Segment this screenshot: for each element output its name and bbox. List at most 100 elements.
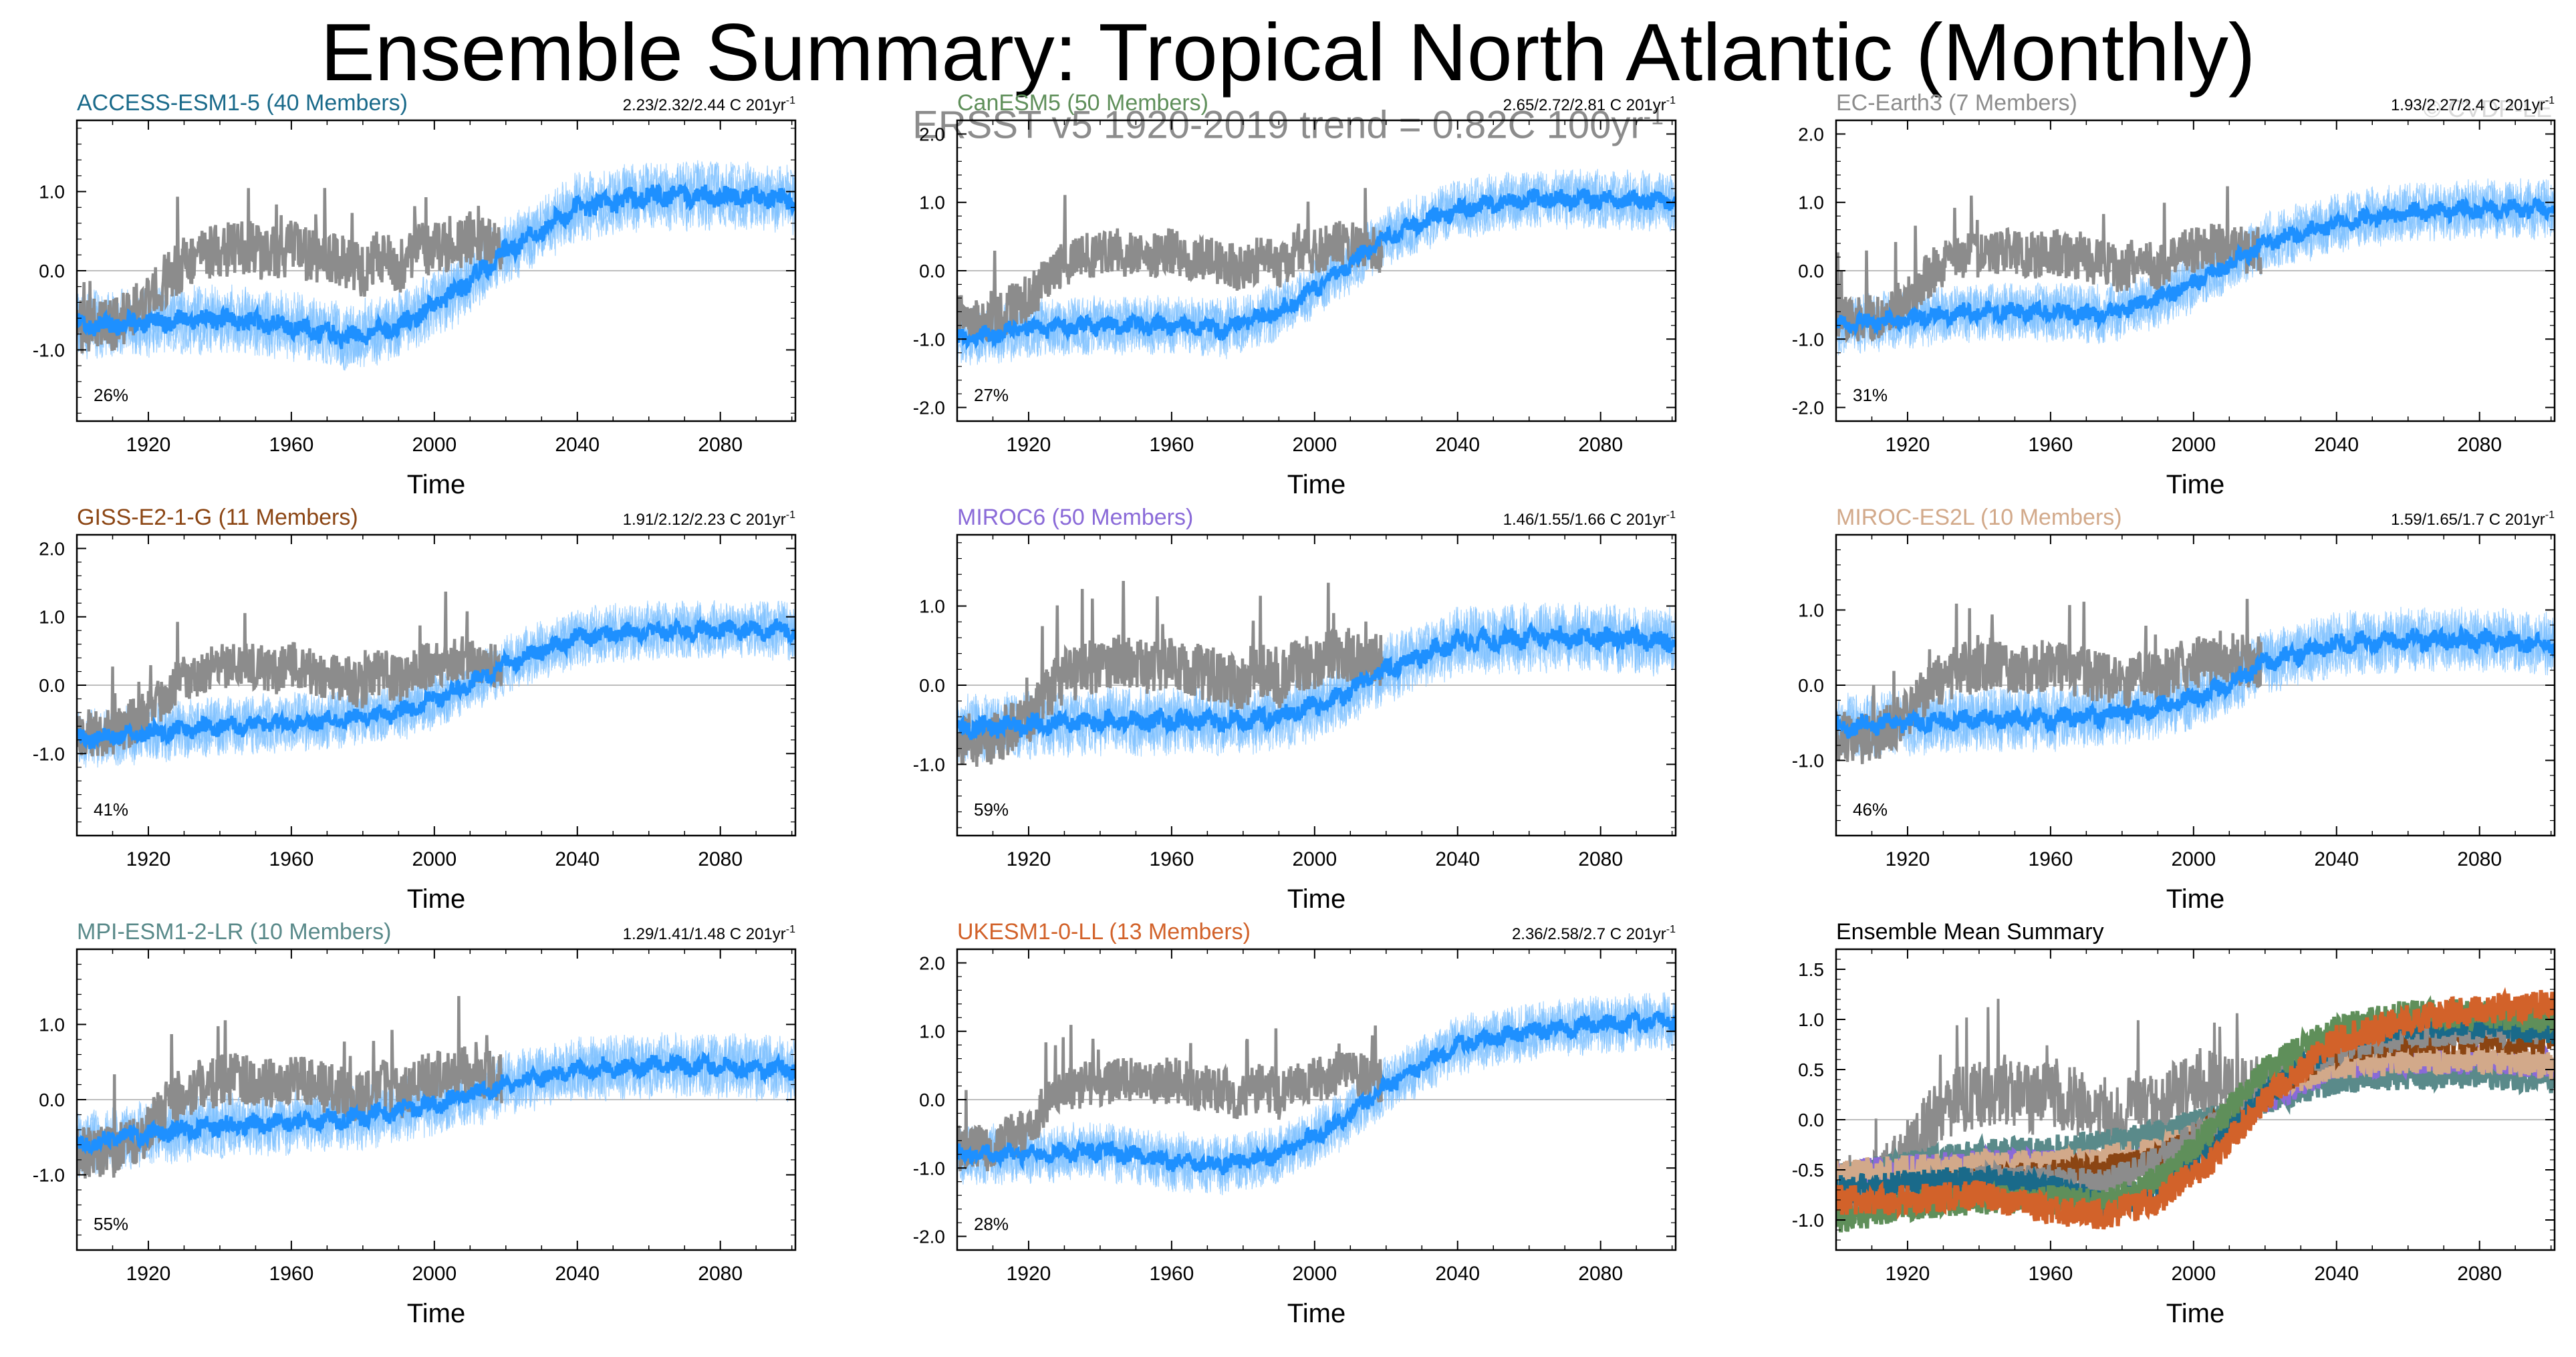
y-tick-label: 2.0 [919, 124, 945, 144]
x-tick-label: 2080 [2457, 434, 2502, 456]
y-tick-label: -2.0 [913, 1227, 945, 1247]
panel-title: Ensemble Mean Summary [1836, 919, 2104, 945]
plot-area [1836, 178, 2555, 356]
x-axis-label: Time [407, 470, 465, 499]
x-axis-label: Time [1287, 884, 1345, 914]
percent-label: 26% [94, 385, 128, 405]
y-tick-label: 0.0 [919, 675, 945, 696]
x-tick-label: 1960 [269, 848, 314, 870]
x-axis-label: Time [1287, 1299, 1345, 1328]
panel-access-esm1-5: ACCESS-ESM1-5 (40 Members) 2.23/2.32/2.44… [33, 90, 797, 499]
observation-line [77, 188, 503, 354]
y-tick-label: -1.0 [1792, 751, 1824, 771]
x-tick-label: 1920 [126, 434, 171, 456]
y-tick-label: 1.0 [39, 182, 65, 203]
credit-watermark: © CVDP-LE [2423, 95, 2552, 122]
x-tick-label: 2000 [1292, 1263, 1337, 1285]
trend-label: 2.65/2.72/2.81 C 201yr-1 [1503, 95, 1676, 114]
ensemble-member-line [957, 602, 1676, 765]
x-tick-label: 2040 [555, 848, 600, 870]
y-tick-label: 1.0 [919, 1021, 945, 1042]
x-tick-label: 2040 [1435, 434, 1480, 456]
y-tick-label: -1.0 [33, 340, 65, 360]
plot-area [957, 580, 1676, 767]
x-tick-label: 1960 [2029, 848, 2073, 870]
x-tick-label: 2000 [2171, 1263, 2216, 1285]
x-tick-label: 1920 [1007, 848, 1051, 870]
x-tick-label: 1920 [1886, 1263, 1930, 1285]
plot-area [957, 992, 1676, 1195]
x-tick-label: 2080 [2457, 1263, 2502, 1285]
y-tick-label: 0.0 [39, 675, 65, 696]
x-tick-label: 1920 [1007, 1263, 1051, 1285]
panel-giss-e2-1-g: GISS-E2-1-G (11 Members) 1.91/2.12/2.23 C… [33, 505, 797, 914]
panel-title: MPI-ESM1-2-LR (10 Members) [77, 919, 391, 945]
trend-label: 1.46/1.55/1.66 C 201yr-1 [1503, 509, 1676, 529]
observation-line [77, 591, 503, 757]
x-axis-label: Time [2166, 884, 2224, 914]
x-tick-label: 1920 [126, 848, 171, 870]
x-tick-label: 2000 [2171, 848, 2216, 870]
y-tick-label: 1.0 [1798, 600, 1824, 621]
x-axis-label: Time [407, 884, 465, 914]
percent-label: 27% [974, 385, 1009, 405]
observation-line [957, 188, 1384, 343]
x-tick-label: 2000 [2171, 434, 2216, 456]
panel-title: ACCESS-ESM1-5 (40 Members) [77, 90, 408, 116]
panel-miroc6: MIROC6 (50 Members) 1.46/1.55/1.66 C 201y… [913, 505, 1677, 914]
x-tick-label: 2080 [698, 848, 743, 870]
percent-label: 46% [1853, 799, 1888, 820]
ensemble-mean-line [957, 621, 1676, 741]
observation-line [957, 580, 1384, 767]
panel-title: UKESM1-0-LL (13 Members) [957, 919, 1251, 945]
panel-title: MIROC-ES2L (10 Members) [1836, 505, 2122, 530]
y-tick-label: 2.0 [919, 953, 945, 973]
x-tick-label: 2040 [2314, 1263, 2359, 1285]
percent-label: 55% [94, 1214, 128, 1234]
y-tick-label: 1.0 [1798, 193, 1824, 213]
y-tick-label: 1.0 [919, 193, 945, 213]
x-tick-label: 2040 [555, 434, 600, 456]
x-tick-label: 2000 [1292, 848, 1337, 870]
ensemble-member-line [957, 604, 1676, 763]
x-tick-label: 1920 [1886, 434, 1930, 456]
y-tick-label: -1.0 [33, 1165, 65, 1186]
observation-line [1836, 598, 2263, 765]
ensemble-mean-line [77, 181, 795, 350]
panel-canesm5: CanESM5 (50 Members) 2.65/2.72/2.81 C 201… [913, 90, 1677, 499]
plot-area [1836, 987, 2555, 1233]
ensemble-mean-line [1836, 195, 2555, 338]
x-tick-label: 1920 [1886, 848, 1930, 870]
ensemble-mean-line [77, 1051, 795, 1156]
y-tick-label: 0.0 [1798, 1110, 1824, 1130]
y-tick-label: -0.5 [1792, 1160, 1824, 1181]
subtitle-text: ERSST v5 1920-2019 trend = 0.82C 100yr [912, 103, 1644, 147]
panel-title: CanESM5 (50 Members) [957, 90, 1208, 116]
x-tick-label: 1960 [1150, 848, 1194, 870]
x-tick-label: 2080 [1578, 434, 1623, 456]
figure-title: Ensemble Summary: Tropical North Atlanti… [320, 7, 2256, 98]
y-tick-label: 0.0 [1798, 675, 1824, 696]
panel-ec-earth3: EC-Earth3 (7 Members) 1.93/2.27/2.4 C 201… [1792, 90, 2556, 499]
percent-label: 31% [1853, 385, 1888, 405]
x-tick-label: 1960 [2029, 434, 2073, 456]
panel-title: MIROC6 (50 Members) [957, 505, 1193, 530]
panel-title: GISS-E2-1-G (11 Members) [77, 505, 358, 530]
x-tick-label: 1960 [2029, 1263, 2073, 1285]
ensemble-mean-line [1836, 622, 2555, 739]
y-tick-label: 0.5 [1798, 1060, 1824, 1080]
trend-label: 1.59/1.65/1.7 C 201yr-1 [2391, 509, 2555, 529]
x-tick-label: 2040 [1435, 848, 1480, 870]
y-tick-label: -1.0 [33, 743, 65, 764]
y-tick-label: -2.0 [1792, 398, 1824, 418]
y-tick-label: 1.0 [1798, 1009, 1824, 1030]
y-tick-label: 1.0 [39, 607, 65, 628]
trend-label: 1.29/1.41/1.48 C 201yr-1 [623, 924, 796, 943]
observation-line [1836, 186, 2263, 344]
ensemble-member-line [957, 995, 1676, 1192]
y-tick-label: 1.0 [919, 596, 945, 617]
plot-area [77, 591, 795, 768]
x-tick-label: 2080 [698, 434, 743, 456]
y-tick-label: -1.0 [913, 754, 945, 775]
